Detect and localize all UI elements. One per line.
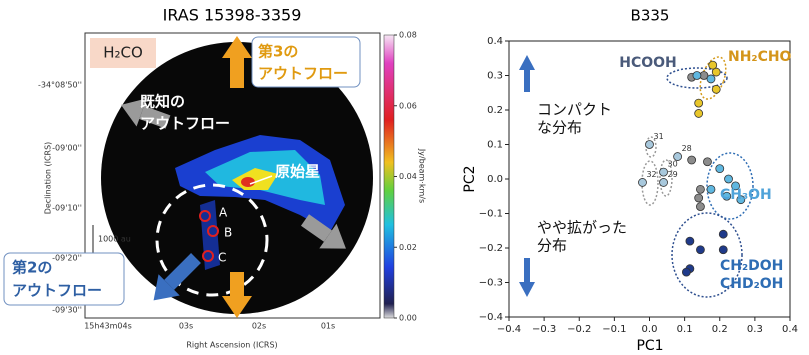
x-tick-label: −0.1 — [602, 324, 626, 335]
point — [709, 61, 717, 69]
annotation-text: 既知の — [140, 93, 185, 111]
point-label: 29 — [668, 170, 678, 179]
y-tick-label: -09'30'' — [52, 306, 82, 315]
x-axis-label: PC1 — [636, 338, 663, 354]
x-tick-label: 02s — [252, 322, 266, 331]
point — [716, 165, 724, 173]
point — [695, 194, 703, 202]
y-tick-label: −0.1 — [479, 209, 503, 220]
x-tick-label: −0.4 — [497, 324, 521, 335]
point — [696, 185, 704, 193]
y-tick-label: -09'10'' — [52, 204, 82, 213]
point-label: 30 — [668, 160, 678, 169]
y-tick-label: 0.1 — [487, 140, 503, 151]
y-tick-label: −0.4 — [479, 312, 503, 323]
colorbar-tick-label: 0.06 — [399, 101, 417, 110]
note: 分布 — [537, 237, 567, 255]
note: コンパクト — [537, 101, 612, 119]
colorbar-tick-label: 0.04 — [399, 172, 417, 181]
protostar-label: 原始星 — [275, 163, 320, 181]
arrow — [519, 55, 535, 92]
point-label: 28 — [682, 144, 692, 153]
colorbar — [384, 35, 394, 318]
point — [660, 168, 668, 176]
annotation-text: 第2の — [12, 259, 52, 277]
source-label: C — [218, 251, 226, 265]
annotation-text: 第3の — [258, 43, 298, 61]
molecule-label: H₂CO — [103, 44, 143, 62]
scale-bar-label: 1000 au — [98, 235, 131, 244]
point — [719, 246, 727, 254]
x-axis-label: Right Ascension (ICRS) — [186, 341, 277, 350]
point — [686, 237, 694, 245]
y-tick-label: -09'00'' — [52, 144, 82, 153]
panel-title: B335 — [631, 7, 670, 25]
y-tick-label: 0.2 — [487, 105, 503, 116]
x-tick-label: 01s — [321, 322, 335, 331]
x-tick-label: −0.3 — [532, 324, 556, 335]
annotation-text: アウトフロー — [258, 65, 348, 83]
point — [638, 178, 646, 186]
y-axis-label: PC2 — [462, 165, 478, 192]
y-tick-label: −0.2 — [479, 243, 503, 254]
arrow — [519, 258, 535, 297]
note: な分布 — [537, 119, 582, 137]
panel-title: IRAS 15398-3359 — [163, 6, 302, 25]
note: やや拡がった — [537, 219, 627, 237]
point — [703, 158, 711, 166]
point — [682, 268, 690, 276]
y-tick-label: 0.3 — [487, 71, 503, 82]
group-label: CHD₂OH — [720, 276, 783, 292]
x-tick-label: 0.0 — [642, 324, 658, 335]
y-tick-label: 0.4 — [487, 36, 503, 47]
group-label: CH₃OH — [720, 187, 772, 203]
colorbar-label: Jy/beam·km/s — [418, 148, 427, 203]
point — [646, 141, 654, 149]
source-label: B — [224, 226, 232, 240]
group-label: CH₂DOH — [720, 258, 783, 274]
x-tick-label: 03s — [179, 322, 193, 331]
point — [696, 246, 704, 254]
point — [695, 99, 703, 107]
annotation-text: アウトフロー — [12, 282, 102, 300]
colorbar-tick-label: 0.00 — [399, 314, 417, 323]
point-label: 32 — [646, 170, 656, 179]
point — [719, 230, 727, 238]
point — [693, 72, 701, 80]
point — [707, 75, 715, 83]
x-tick-label: 0.4 — [782, 324, 798, 335]
y-tick-label: -34°08'50'' — [38, 81, 82, 90]
point — [696, 203, 704, 211]
y-tick-label: 0.0 — [487, 174, 503, 185]
colorbar-tick-label: 0.02 — [399, 243, 417, 252]
point — [707, 185, 715, 193]
point-label: 31 — [654, 132, 664, 141]
point — [660, 178, 668, 186]
y-axis-label: Declination (ICRS) — [44, 142, 53, 215]
point — [712, 85, 720, 93]
source-label: A — [219, 206, 228, 220]
group-label: NH₂CHO — [728, 49, 792, 65]
point — [695, 109, 703, 117]
y-tick-label: -09'20'' — [52, 254, 82, 263]
annotation-text: アウトフロー — [140, 115, 230, 133]
point — [725, 175, 733, 183]
x-tick-label: 0.2 — [712, 324, 728, 335]
x-tick-label: 0.1 — [677, 324, 693, 335]
colorbar-tick-label: 0.08 — [399, 31, 417, 40]
x-tick-label: 0.3 — [747, 324, 763, 335]
point — [688, 156, 696, 164]
y-tick-label: −0.3 — [479, 278, 503, 289]
x-tick-label: 15h43m04s — [84, 322, 132, 331]
figure: IRAS 15398-3359 A B C 原始星 1000 au H₂CO 第… — [0, 0, 809, 355]
x-tick-label: −0.2 — [567, 324, 591, 335]
group-label: HCOOH — [619, 55, 677, 71]
